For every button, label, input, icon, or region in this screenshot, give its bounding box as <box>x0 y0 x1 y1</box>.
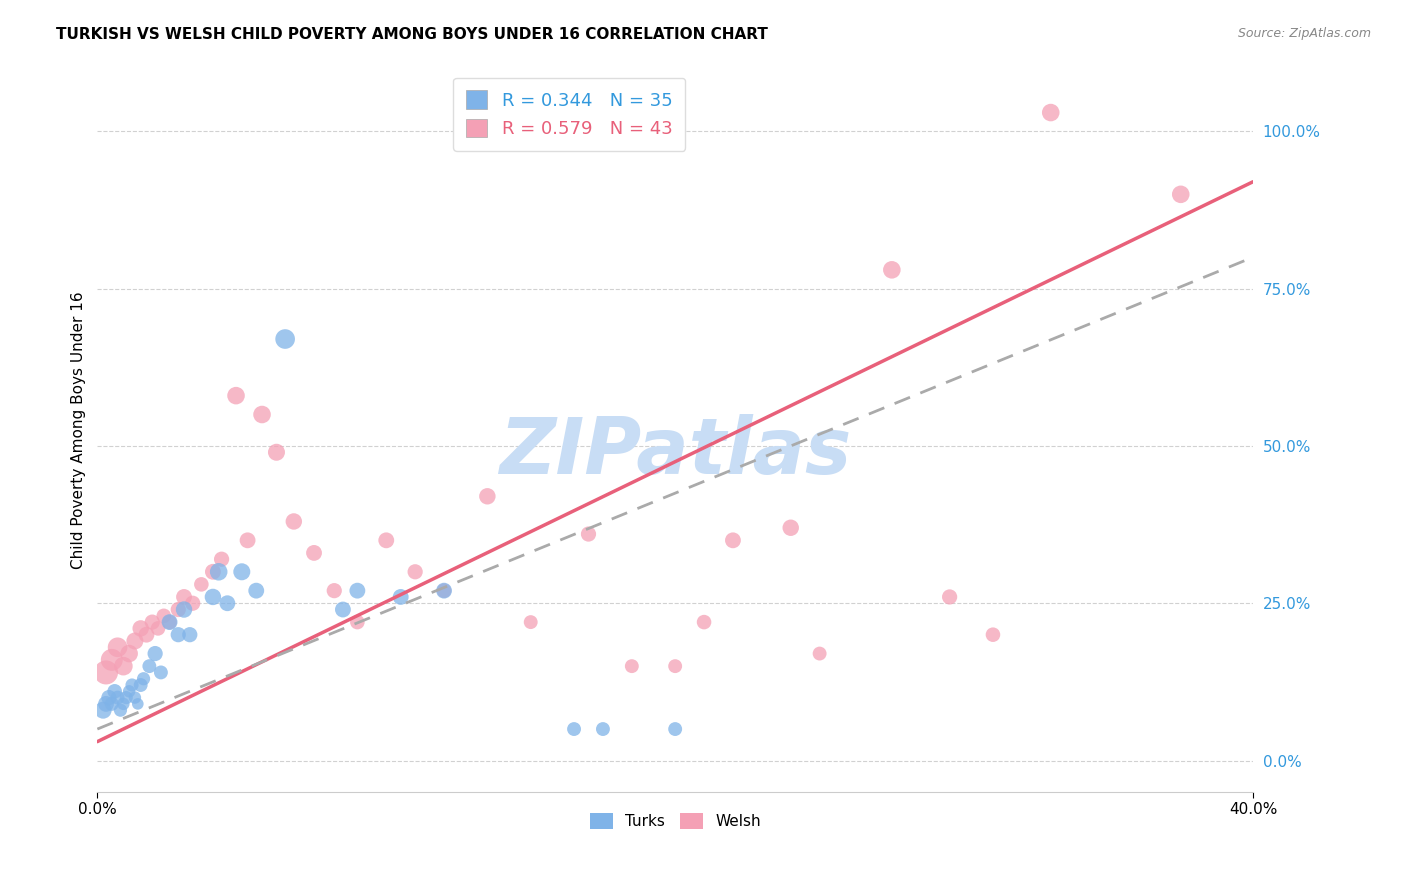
Point <box>167 628 190 642</box>
Point <box>938 590 960 604</box>
Point <box>620 659 643 673</box>
Point <box>181 596 204 610</box>
Point <box>132 672 155 686</box>
Point <box>208 565 231 579</box>
Point <box>149 665 172 680</box>
Point <box>141 615 163 629</box>
Y-axis label: Child Poverty Among Boys Under 16: Child Poverty Among Boys Under 16 <box>72 292 86 569</box>
Point <box>107 690 129 705</box>
Point <box>201 565 224 579</box>
Point <box>167 602 190 616</box>
Legend: Turks, Welsh: Turks, Welsh <box>583 806 766 835</box>
Point <box>346 615 368 629</box>
Point <box>135 628 157 642</box>
Point <box>101 697 124 711</box>
Point <box>91 703 114 717</box>
Point <box>332 602 354 616</box>
Point <box>104 684 127 698</box>
Point <box>1039 105 1062 120</box>
Point <box>880 262 903 277</box>
Point <box>346 583 368 598</box>
Point <box>97 690 120 705</box>
Point <box>404 565 426 579</box>
Point <box>283 515 305 529</box>
Point <box>159 615 181 629</box>
Point <box>129 621 152 635</box>
Point <box>107 640 129 655</box>
Point <box>201 590 224 604</box>
Point <box>94 697 117 711</box>
Point <box>118 684 141 698</box>
Point <box>124 690 146 705</box>
Point <box>173 590 195 604</box>
Point <box>143 647 166 661</box>
Point <box>779 521 801 535</box>
Point <box>981 628 1004 642</box>
Point <box>1170 187 1192 202</box>
Point <box>129 678 152 692</box>
Point <box>693 615 716 629</box>
Point <box>477 489 499 503</box>
Point <box>236 533 259 548</box>
Point <box>433 583 456 598</box>
Point <box>112 697 135 711</box>
Point <box>153 608 176 623</box>
Point <box>562 722 585 736</box>
Point <box>121 678 143 692</box>
Point <box>124 634 146 648</box>
Point <box>519 615 541 629</box>
Point <box>110 703 132 717</box>
Point <box>138 659 160 673</box>
Point <box>225 389 247 403</box>
Point <box>179 628 201 642</box>
Point <box>808 647 831 661</box>
Text: ZIPatlas: ZIPatlas <box>499 414 851 490</box>
Point <box>190 577 212 591</box>
Point <box>433 583 456 598</box>
Point <box>112 659 135 673</box>
Point <box>274 332 297 346</box>
Point <box>721 533 744 548</box>
Point <box>302 546 325 560</box>
Point <box>94 665 117 680</box>
Point <box>217 596 239 610</box>
Point <box>115 690 138 705</box>
Point <box>101 653 124 667</box>
Point <box>211 552 233 566</box>
Point <box>231 565 253 579</box>
Point <box>266 445 288 459</box>
Point <box>146 621 169 635</box>
Point <box>250 408 273 422</box>
Point <box>578 527 600 541</box>
Text: TURKISH VS WELSH CHILD POVERTY AMONG BOYS UNDER 16 CORRELATION CHART: TURKISH VS WELSH CHILD POVERTY AMONG BOY… <box>56 27 768 42</box>
Point <box>664 659 686 673</box>
Text: Source: ZipAtlas.com: Source: ZipAtlas.com <box>1237 27 1371 40</box>
Point <box>159 615 181 629</box>
Point <box>323 583 346 598</box>
Point <box>245 583 267 598</box>
Point <box>592 722 614 736</box>
Point <box>664 722 686 736</box>
Point <box>375 533 398 548</box>
Point <box>389 590 412 604</box>
Point <box>173 602 195 616</box>
Point <box>118 647 141 661</box>
Point <box>127 697 149 711</box>
